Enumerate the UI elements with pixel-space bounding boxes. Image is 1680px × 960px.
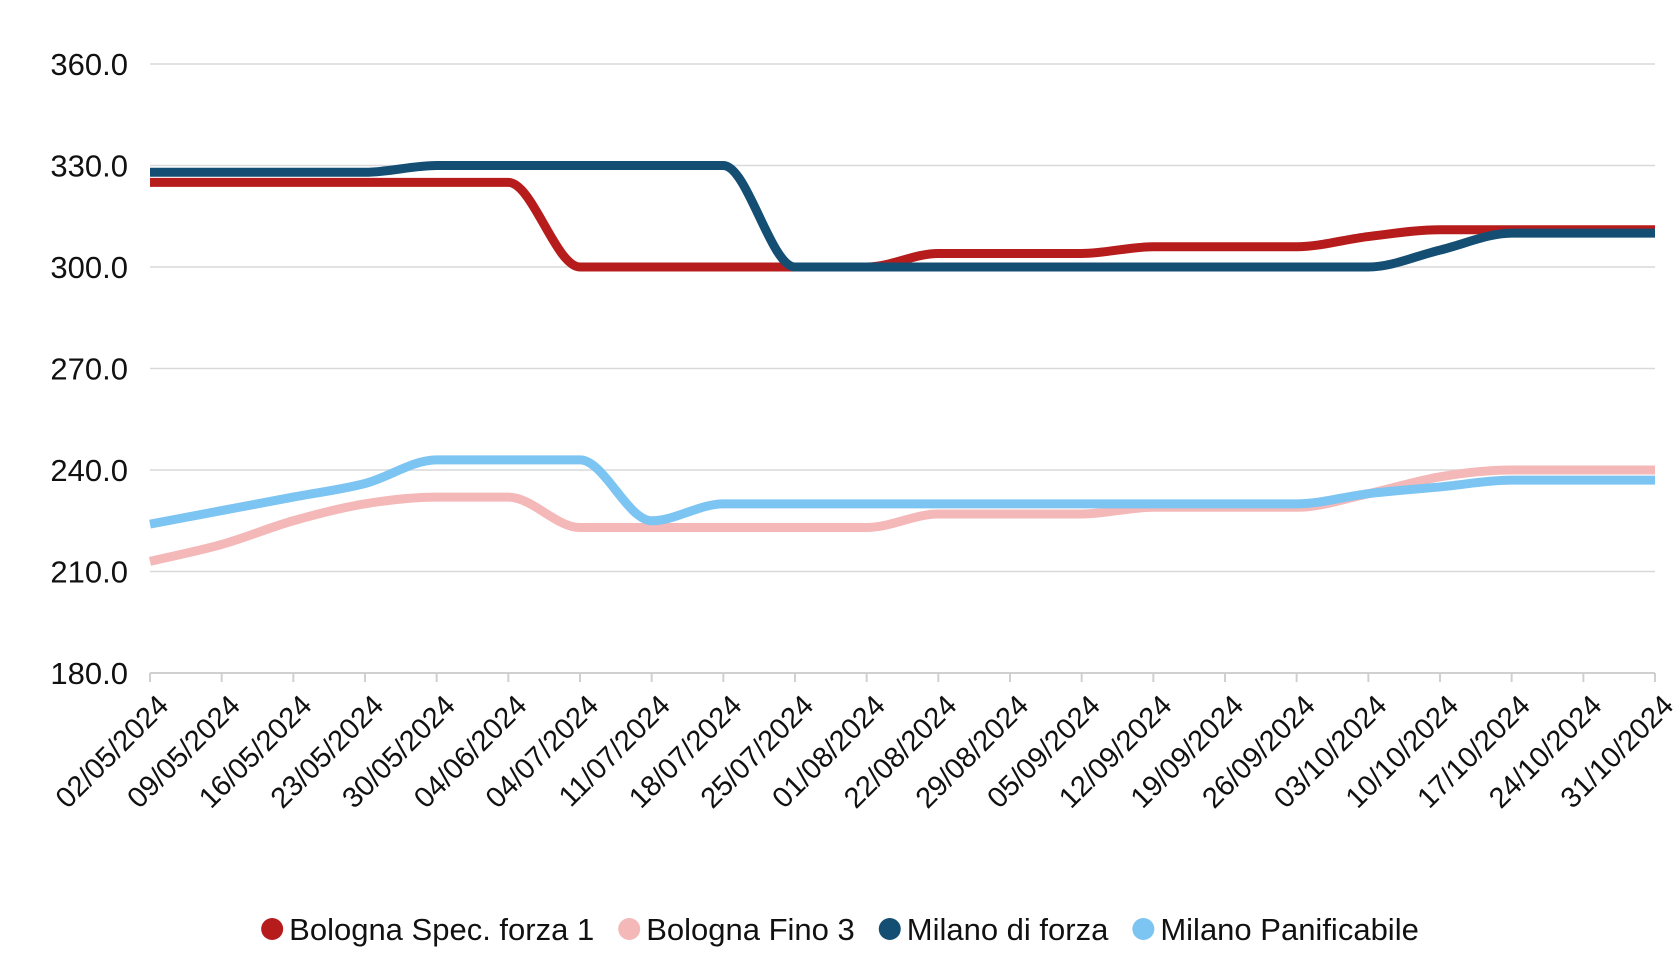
y-tick-label: 180.0 [50,656,128,691]
legend-item-bologna-spec-forza-1: Bologna Spec. forza 1 [261,912,594,947]
series-line-milano-panificabile [149,455,1655,529]
legend-marker [261,918,284,940]
y-tick-label: 360.0 [50,47,128,82]
legend-marker [1132,918,1155,940]
legend-item-milano-di-forza: Milano di forza [878,912,1109,947]
series-line-bologna-fino-3 [148,465,1655,566]
grid [150,63,1655,573]
y-tick-label: 300.0 [50,250,128,285]
y-tick-label: 210.0 [50,555,128,590]
legend-item-bologna-fino-3: Bologna Fino 3 [618,912,855,947]
legend: Bologna Spec. forza 1 Bologna Fino 3 Milan… [261,912,1419,947]
legend-label: Milano di forza [907,912,1109,947]
axes: 180.0210.0240.0270.0300.0330.0360.002/05… [50,47,1680,815]
legend-marker [618,918,641,940]
legend-item-milano-panificabile: Milano Panificabile [1132,912,1419,947]
legend-marker [878,918,901,940]
series-lines [148,160,1655,566]
y-tick-label: 240.0 [50,453,128,488]
legend-label: Milano Panificabile [1160,912,1418,947]
series-line-milano-di-forza [150,160,1655,272]
legend-label: Bologna Spec. forza 1 [289,912,594,947]
y-tick-label: 330.0 [50,149,128,184]
legend-label: Bologna Fino 3 [646,912,855,947]
y-tick-label: 270.0 [50,352,128,387]
